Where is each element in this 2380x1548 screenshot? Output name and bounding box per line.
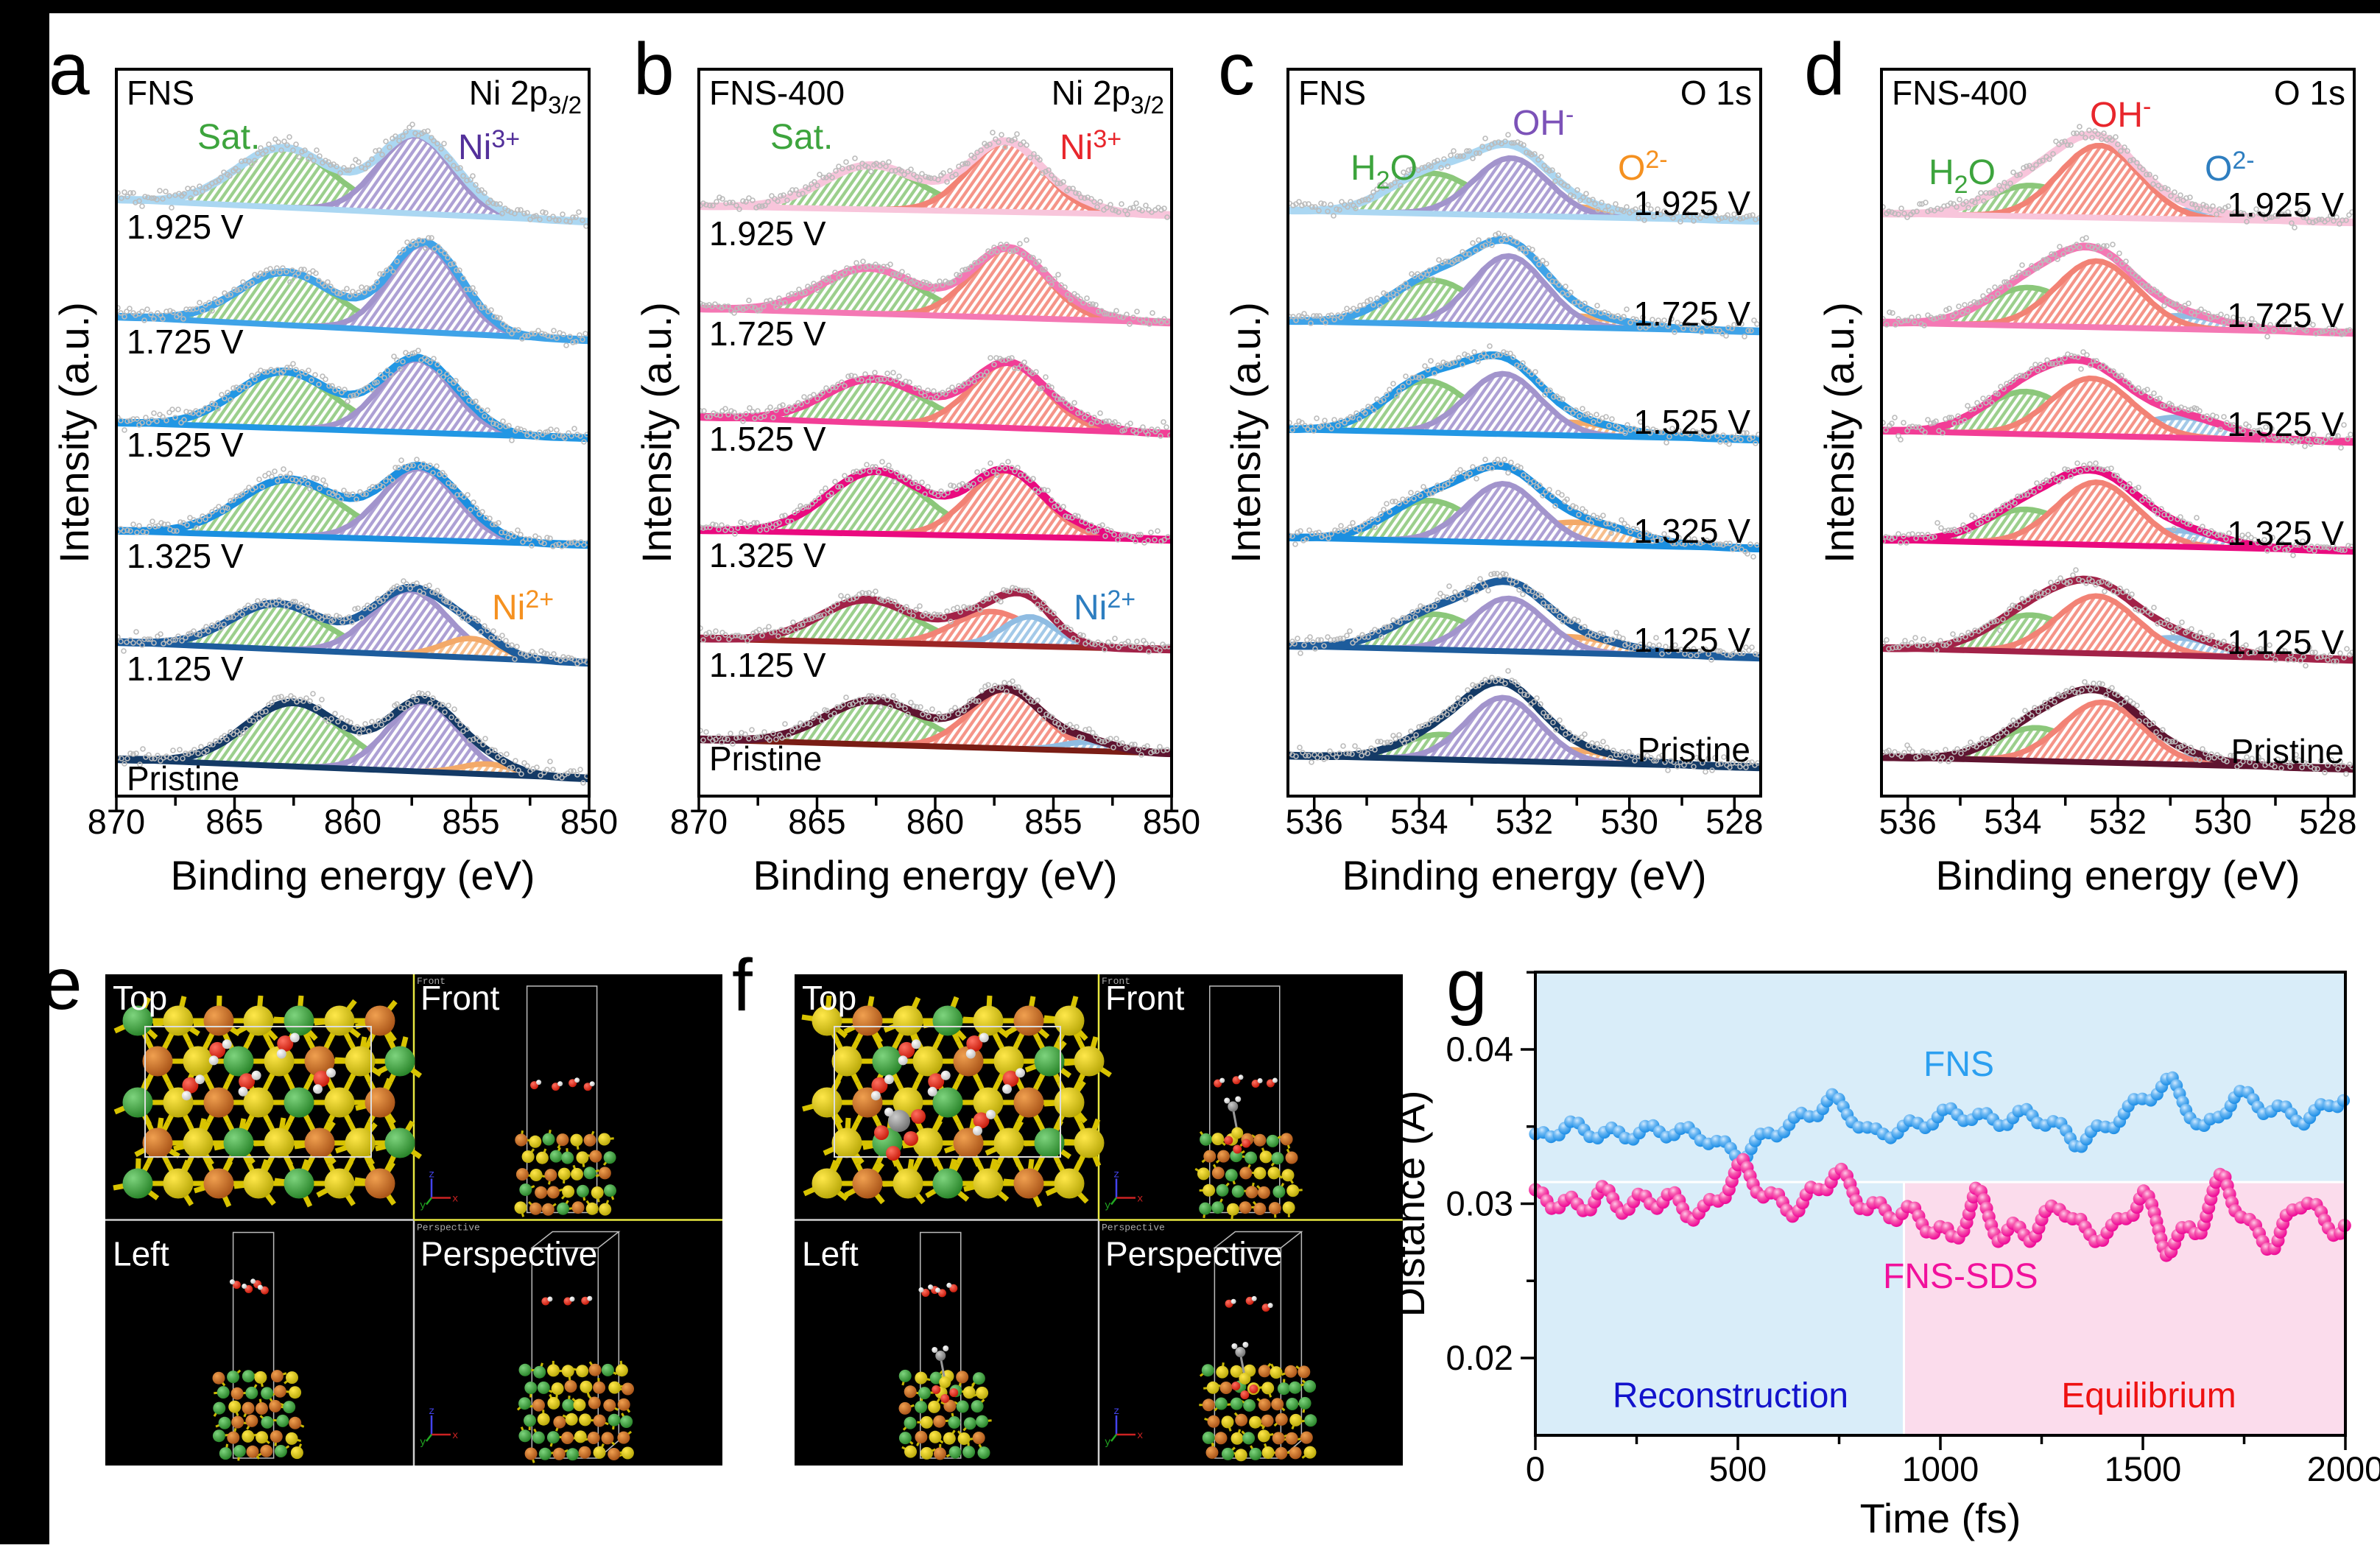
svg-text:0.04: 0.04 [1446,1030,1513,1069]
svg-text:a: a [49,28,90,110]
svg-text:z: z [429,1169,434,1181]
svg-text:Sat.: Sat. [197,118,260,157]
svg-text:1.125 V: 1.125 V [2227,623,2344,661]
svg-text:OH-: OH- [2090,93,2151,135]
svg-text:1.125 V: 1.125 V [709,646,826,684]
svg-text:1.325 V: 1.325 V [1633,512,1750,550]
svg-text:Equilibrium: Equilibrium [2061,1376,2236,1415]
svg-text:Reconstruction: Reconstruction [1613,1376,1848,1415]
svg-text:FNS: FNS [127,74,194,112]
svg-text:Perspective: Perspective [417,1222,480,1234]
svg-text:O 1s: O 1s [1680,74,1752,112]
svg-text:z: z [1113,1406,1119,1418]
svg-text:FNS-400: FNS-400 [709,74,845,112]
svg-text:FNS: FNS [1298,74,1366,112]
svg-text:y: y [420,1200,426,1212]
svg-text:y: y [1105,1200,1110,1212]
svg-text:1.525 V: 1.525 V [127,426,244,464]
svg-text:O 1s: O 1s [2274,74,2345,112]
svg-text:Pristine: Pristine [127,759,239,798]
svg-text:1.925 V: 1.925 V [127,208,244,246]
svg-text:1.525 V: 1.525 V [709,420,826,458]
svg-text:x: x [1137,1194,1143,1206]
svg-text:1.125 V: 1.125 V [127,650,244,688]
svg-text:1.725 V: 1.725 V [709,314,826,353]
svg-text:g: g [1446,944,1488,1027]
svg-text:FNS: FNS [1923,1045,1994,1084]
svg-text:FNS-SDS: FNS-SDS [1883,1257,2038,1296]
svg-text:OH-: OH- [1513,101,1574,143]
svg-text:Binding energy (eV): Binding energy (eV) [1342,852,1707,898]
svg-text:1000: 1000 [1902,1449,1979,1488]
svg-text:1.925 V: 1.925 V [709,214,826,253]
svg-text:Perspective: Perspective [420,1235,597,1273]
svg-text:y: y [420,1437,426,1449]
svg-text:Time (fs): Time (fs) [1860,1495,2021,1541]
svg-text:1.325 V: 1.325 V [127,537,244,575]
svg-text:b: b [633,28,675,110]
svg-text:Perspective: Perspective [1105,1235,1282,1273]
svg-text:1.325 V: 1.325 V [2227,514,2344,552]
svg-text:Front: Front [1102,976,1130,987]
svg-text:Binding energy (eV): Binding energy (eV) [1936,852,2300,898]
svg-text:y: y [1105,1437,1110,1449]
svg-text:Distance (Å): Distance (Å) [1387,1090,1433,1317]
svg-text:Left: Left [113,1235,169,1273]
svg-text:x: x [1137,1430,1143,1442]
svg-text:Binding energy (eV): Binding energy (eV) [171,852,535,898]
svg-text:Pristine: Pristine [709,739,822,778]
svg-text:Top: Top [113,979,167,1017]
svg-text:0.03: 0.03 [1446,1184,1513,1223]
svg-text:1.725 V: 1.725 V [127,323,244,361]
svg-text:e: e [41,943,82,1025]
svg-text:0: 0 [1526,1449,1545,1488]
svg-text:1.925 V: 1.925 V [1633,184,1750,222]
svg-text:x: x [452,1430,458,1442]
svg-text:Left: Left [802,1235,859,1273]
svg-text:Pristine: Pristine [1638,731,1750,769]
svg-text:Sat.: Sat. [770,118,833,157]
svg-text:FNS-400: FNS-400 [1892,74,2027,112]
svg-text:Intensity (a.u.): Intensity (a.u.) [633,302,680,563]
svg-text:Intensity (a.u.): Intensity (a.u.) [1222,302,1269,563]
svg-text:1.325 V: 1.325 V [709,536,826,574]
svg-text:1.725 V: 1.725 V [2227,296,2344,334]
svg-text:x: x [452,1194,458,1206]
svg-text:1.125 V: 1.125 V [1633,621,1750,659]
svg-text:0.02: 0.02 [1446,1338,1513,1377]
svg-text:c: c [1218,28,1255,110]
svg-text:d: d [1804,28,1845,110]
svg-text:Intensity (a.u.): Intensity (a.u.) [1816,302,1862,563]
svg-text:f: f [732,944,753,1027]
svg-text:Perspective: Perspective [1102,1222,1165,1234]
svg-text:z: z [429,1406,434,1418]
svg-text:z: z [1113,1169,1119,1181]
svg-text:1500: 1500 [2105,1449,2182,1488]
svg-text:Binding energy (eV): Binding energy (eV) [753,852,1118,898]
svg-text:Top: Top [802,979,856,1017]
svg-text:Intensity (a.u.): Intensity (a.u.) [51,302,97,563]
svg-text:1.725 V: 1.725 V [1633,295,1750,333]
svg-text:2000: 2000 [2307,1449,2380,1488]
svg-text:Front: Front [417,976,446,987]
svg-text:1.925 V: 1.925 V [2227,186,2344,224]
svg-text:500: 500 [1709,1449,1767,1488]
svg-text:Pristine: Pristine [2231,732,2344,770]
svg-text:1.525 V: 1.525 V [1633,403,1750,441]
svg-text:1.525 V: 1.525 V [2227,405,2344,443]
